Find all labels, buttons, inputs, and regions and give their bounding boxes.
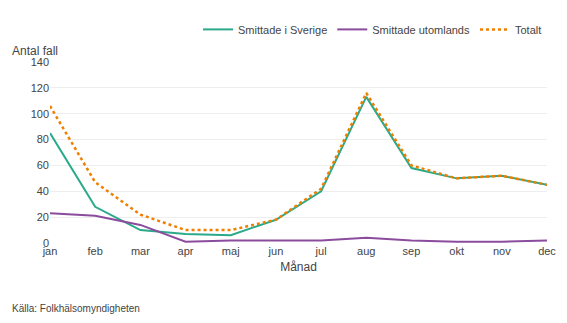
svg-text:Månad: Månad <box>280 260 317 274</box>
svg-text:nov: nov <box>493 245 511 257</box>
svg-text:120: 120 <box>31 82 49 94</box>
svg-text:sep: sep <box>403 245 421 257</box>
svg-text:jan: jan <box>42 245 58 257</box>
svg-text:Smittade i Sverige: Smittade i Sverige <box>238 24 327 36</box>
svg-text:Källa: Folkhälsomyndigheten: Källa: Folkhälsomyndigheten <box>12 303 140 314</box>
svg-text:feb: feb <box>88 245 103 257</box>
svg-text:80: 80 <box>37 133 49 145</box>
svg-text:0: 0 <box>43 237 49 249</box>
svg-text:Smittade utomlands: Smittade utomlands <box>372 24 470 36</box>
svg-text:jul: jul <box>315 245 327 257</box>
svg-text:Totalt: Totalt <box>515 24 541 36</box>
svg-text:apr: apr <box>178 245 194 257</box>
svg-text:maj: maj <box>222 245 240 257</box>
svg-text:jun: jun <box>268 245 284 257</box>
svg-text:dec: dec <box>538 245 556 257</box>
svg-text:40: 40 <box>37 185 49 197</box>
svg-text:aug: aug <box>357 245 375 257</box>
svg-text:mar: mar <box>131 245 150 257</box>
svg-text:20: 20 <box>37 211 49 223</box>
svg-text:140: 140 <box>31 56 49 68</box>
svg-text:60: 60 <box>37 159 49 171</box>
svg-text:Antal fall: Antal fall <box>12 44 58 58</box>
svg-text:100: 100 <box>31 108 49 120</box>
svg-text:okt: okt <box>449 245 464 257</box>
